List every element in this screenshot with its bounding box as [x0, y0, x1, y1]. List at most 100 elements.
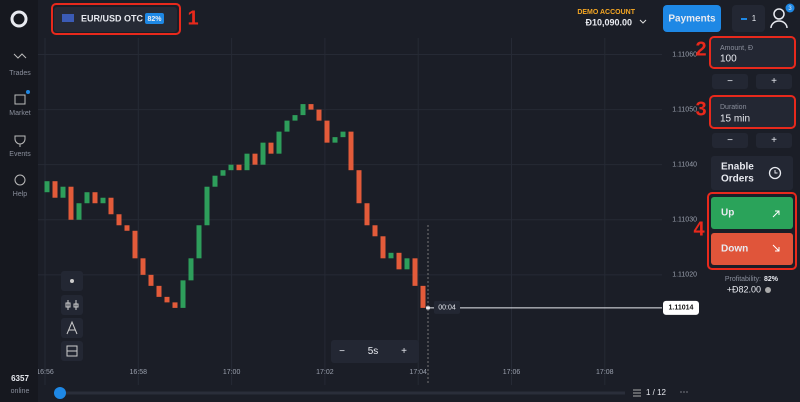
candle — [380, 236, 386, 259]
icon — [70, 279, 74, 283]
candle — [196, 225, 202, 259]
notifications-button[interactable] — [732, 5, 765, 32]
page-indicator: 1 / 12 — [646, 388, 667, 397]
candle — [236, 164, 242, 171]
candle — [316, 109, 322, 121]
duration-plus-button[interactable] — [756, 133, 792, 148]
enable-orders: Orders — [721, 174, 754, 185]
timeframe-control — [331, 340, 419, 363]
candle — [140, 258, 146, 275]
candle — [340, 131, 346, 138]
y-tick-label: 1.11040 — [672, 162, 697, 169]
duration-minus-button[interactable] — [712, 133, 748, 148]
candle — [220, 170, 226, 176]
events-icon[interactable] — [14, 135, 26, 147]
down-arrow — [772, 244, 780, 252]
candle — [68, 186, 74, 220]
highlight — [709, 95, 796, 129]
annotation: 2 — [695, 38, 706, 60]
down-label: Down — [721, 244, 748, 255]
icon — [66, 320, 78, 335]
candle — [132, 230, 138, 259]
candle — [276, 131, 282, 154]
candle — [52, 181, 58, 198]
trades-icon[interactable] — [13, 53, 27, 59]
x-tick-label: 17:06 — [503, 369, 521, 376]
user-badge — [785, 3, 795, 13]
x-tick-label: 17:00 — [223, 369, 241, 376]
x-tick-label: 17:08 — [596, 369, 614, 376]
chart-tools[interactable] — [61, 271, 83, 361]
y-tick-label: 1.11060 — [672, 51, 697, 58]
candle — [260, 142, 266, 165]
user-icon[interactable] — [773, 8, 785, 20]
candle — [172, 302, 178, 308]
sidebar-item[interactable]: Events — [9, 151, 31, 158]
help-icon[interactable] — [14, 174, 26, 186]
candle — [84, 192, 90, 204]
payout-badge — [145, 13, 164, 24]
sidebar — [0, 0, 38, 402]
balance[interactable]: Đ10,090.00 — [585, 17, 632, 27]
candle — [388, 252, 394, 259]
candle — [124, 225, 130, 231]
candle — [356, 170, 362, 204]
market-icon[interactable] — [14, 94, 26, 105]
zoom-in[interactable]: + — [401, 346, 407, 357]
annotation: 1 — [187, 7, 198, 29]
up-label: Up — [721, 208, 734, 219]
more-icon[interactable]: ··· — [680, 386, 689, 396]
amount: 100 — [720, 54, 737, 65]
down-button[interactable] — [711, 233, 793, 265]
x-tick-label: 16:56 — [36, 369, 54, 376]
candle — [100, 197, 106, 204]
amount-plus-button[interactable] — [756, 74, 792, 89]
candle — [324, 120, 330, 143]
candle — [404, 258, 410, 270]
enable-orders-button[interactable] — [711, 156, 793, 190]
candle — [372, 225, 378, 237]
highlight — [51, 3, 181, 35]
zoom-out[interactable]: − — [339, 346, 345, 357]
profitability: 82% — [764, 276, 779, 283]
candle — [364, 203, 370, 226]
timeline-handle[interactable] — [54, 387, 66, 399]
candle — [228, 164, 234, 171]
x-tick-label: 16:58 — [130, 369, 148, 376]
candle — [396, 252, 402, 270]
duration-input[interactable] — [711, 97, 794, 127]
highlight — [709, 36, 796, 69]
amount-plus: + — [771, 76, 777, 87]
up-button[interactable] — [711, 197, 793, 229]
info-icon[interactable] — [765, 287, 771, 293]
candle — [412, 258, 418, 286]
menu-icon[interactable] — [633, 389, 641, 397]
up-arrow — [772, 210, 780, 218]
y-tick-label: 1.11030 — [672, 217, 697, 224]
online-label: online — [11, 388, 30, 395]
candle — [60, 186, 66, 198]
sidebar-item[interactable]: Help — [13, 191, 28, 198]
payments-button[interactable] — [663, 5, 721, 32]
current-price: 1.11014 — [669, 305, 694, 312]
timer-box — [434, 300, 460, 314]
duration-plus: + — [771, 135, 777, 146]
candle — [244, 153, 250, 171]
sidebar-item[interactable]: Trades — [9, 70, 31, 77]
candle — [420, 285, 426, 308]
balance-caret[interactable] — [639, 19, 647, 24]
logo[interactable] — [10, 10, 28, 28]
enable-orders: Enable — [721, 162, 754, 173]
candle — [332, 137, 338, 143]
tool-button[interactable] — [61, 295, 83, 315]
candle — [156, 285, 162, 297]
amount-input[interactable] — [711, 38, 794, 67]
amount-minus-button[interactable] — [712, 74, 748, 89]
tool-button[interactable] — [61, 318, 83, 338]
y-tick-label: 1.11050 — [672, 106, 697, 113]
timeframe[interactable]: 5s — [368, 346, 379, 357]
sidebar-item[interactable]: Market — [9, 110, 30, 117]
